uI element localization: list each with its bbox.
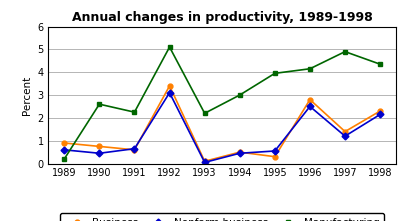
Manufacturing	[132, 111, 137, 114]
Line: Nonfarm business: Nonfarm business	[62, 90, 383, 165]
Business	[237, 151, 242, 153]
Nonfarm business	[378, 113, 383, 116]
Line: Manufacturing: Manufacturing	[62, 45, 383, 161]
Business	[272, 155, 277, 158]
Manufacturing	[272, 72, 277, 75]
Y-axis label: Percent: Percent	[22, 75, 32, 115]
Business	[307, 98, 312, 101]
Manufacturing	[62, 158, 67, 160]
Business	[202, 160, 207, 163]
Nonfarm business	[97, 152, 102, 155]
Nonfarm business	[272, 150, 277, 152]
Business	[62, 142, 67, 144]
Manufacturing	[237, 94, 242, 96]
Manufacturing	[167, 46, 172, 48]
Manufacturing	[202, 112, 207, 115]
Manufacturing	[378, 63, 383, 66]
Manufacturing	[343, 50, 347, 53]
Business	[343, 130, 347, 133]
Manufacturing	[307, 67, 312, 70]
Business	[132, 149, 137, 151]
Business	[97, 145, 102, 148]
Business	[167, 85, 172, 87]
Line: Business: Business	[62, 84, 383, 164]
Title: Annual changes in productivity, 1989-1998: Annual changes in productivity, 1989-199…	[72, 11, 372, 24]
Nonfarm business	[202, 161, 207, 164]
Manufacturing	[97, 103, 102, 105]
Nonfarm business	[237, 152, 242, 155]
Nonfarm business	[307, 105, 312, 108]
Nonfarm business	[167, 91, 172, 94]
Nonfarm business	[343, 135, 347, 137]
Business	[378, 110, 383, 112]
Nonfarm business	[132, 147, 137, 150]
Nonfarm business	[62, 149, 67, 151]
Legend: Business, Nonfarm business, Manufacturing: Business, Nonfarm business, Manufacturin…	[60, 213, 385, 221]
